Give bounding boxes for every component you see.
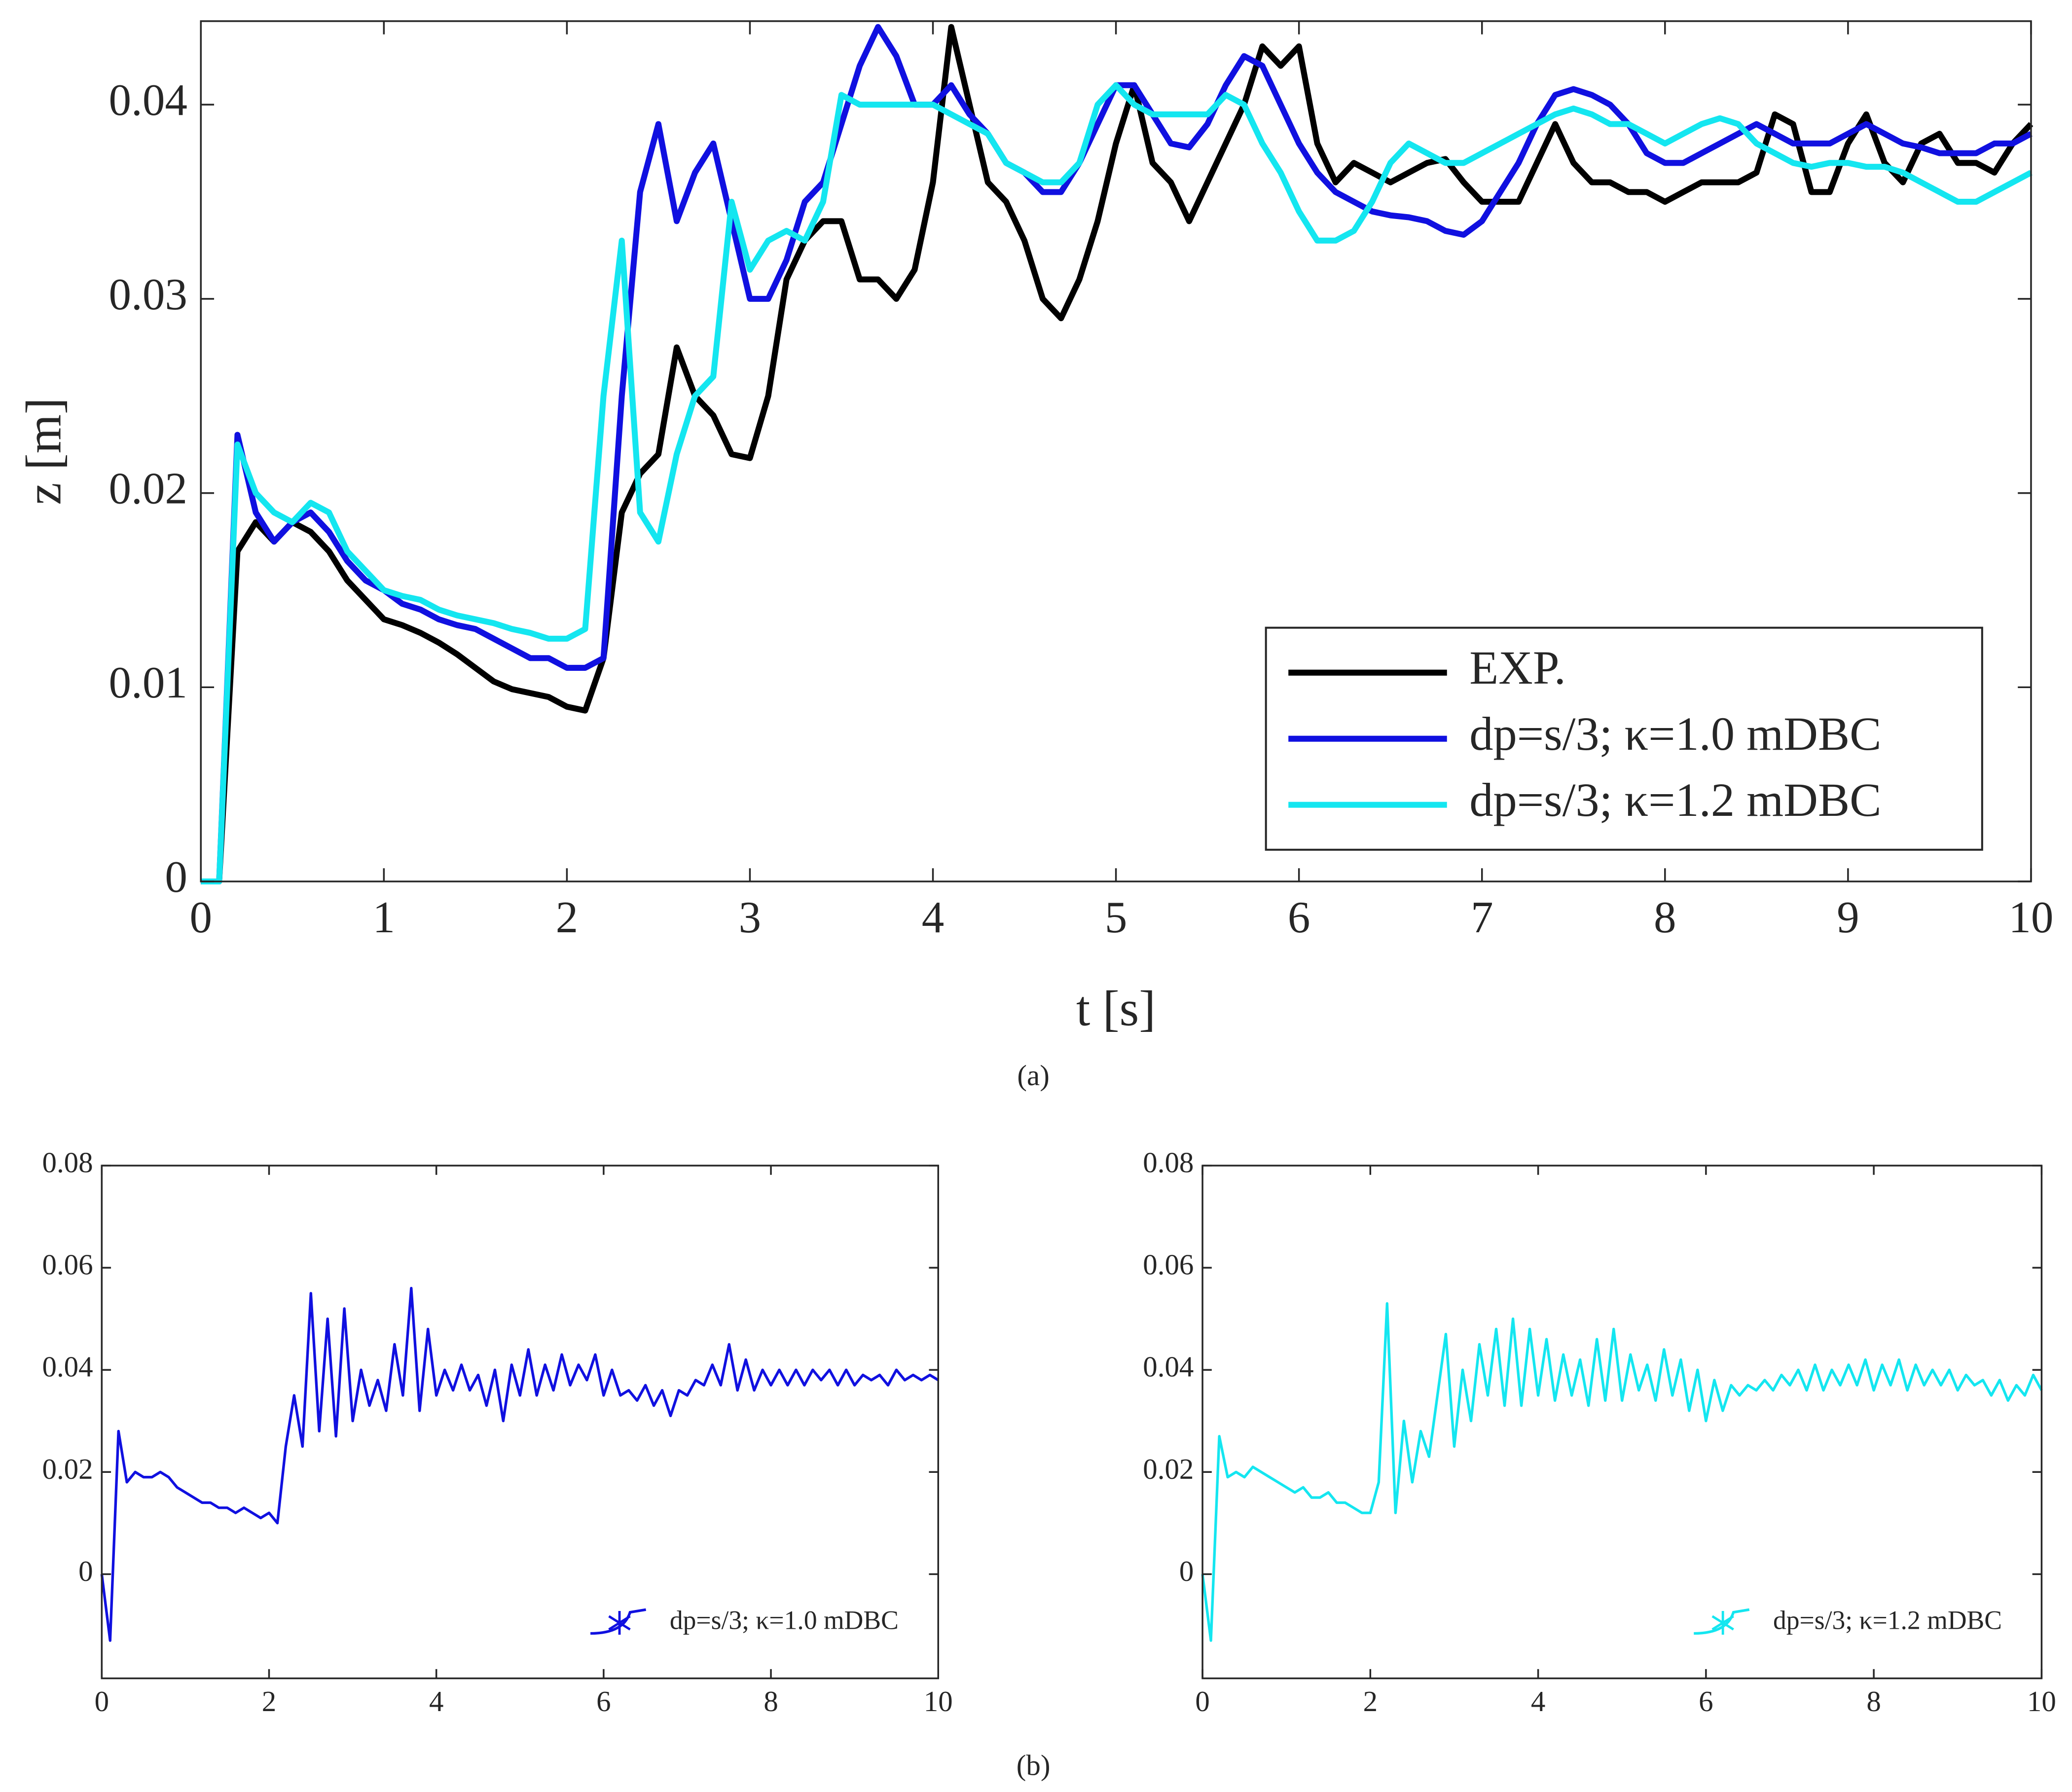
y-tick-label: 0.03: [109, 269, 187, 319]
x-tick-label: 10: [924, 1685, 953, 1718]
legend-label: dp=s/3; κ=1.2 mDBC: [1469, 773, 1881, 826]
plot-frame: [1201, 1165, 2043, 1680]
y-axis-label: z [m]: [16, 398, 72, 505]
x-tick-label: 4: [429, 1685, 443, 1718]
x-tick-label: 8: [1866, 1685, 1881, 1718]
x-tick-label: 0: [1195, 1685, 1209, 1718]
x-tick-label: 6: [1288, 892, 1310, 942]
legend-marker: [608, 1610, 631, 1635]
x-tick-label: 4: [922, 892, 945, 942]
y-tick-label: 0.06: [1143, 1248, 1194, 1281]
x-tick-label: 0: [189, 892, 212, 942]
y-tick-label: 0.08: [42, 1146, 93, 1179]
x-tick-label: 2: [556, 892, 579, 942]
series-line: [100, 1286, 939, 1642]
legend-label: dp=s/3; κ=1.2 mDBC: [1773, 1605, 2002, 1635]
series-line: [1201, 1302, 2043, 1642]
x-tick-label: 3: [739, 892, 762, 942]
y-tick-label: 0.01: [109, 658, 187, 707]
x-tick-label: 6: [1699, 1685, 1713, 1718]
plot-frame: [101, 1165, 939, 1680]
y-tick-label: 0: [78, 1555, 93, 1587]
x-tick-label: 2: [1363, 1685, 1378, 1718]
x-tick-label: 1: [373, 892, 396, 942]
y-tick-label: 0: [165, 852, 187, 902]
x-tick-label: 9: [1837, 892, 1859, 942]
y-tick-label: 0.04: [109, 75, 187, 125]
y-tick-label: 0: [1179, 1555, 1194, 1587]
legend-label: dp=s/3; κ=1.0 mDBC: [670, 1605, 899, 1635]
x-tick-label: 7: [1471, 892, 1493, 942]
caption: (b): [1017, 1749, 1051, 1781]
caption: (a): [1017, 1059, 1049, 1092]
y-tick-label: 0.02: [109, 464, 187, 513]
y-tick-label: 0.04: [42, 1351, 93, 1383]
x-tick-label: 2: [262, 1685, 276, 1718]
x-tick-label: 4: [1531, 1685, 1545, 1718]
x-tick-label: 8: [763, 1685, 778, 1718]
y-tick-label: 0.06: [42, 1248, 93, 1281]
x-tick-label: 6: [596, 1685, 611, 1718]
y-tick-label: 0.02: [1143, 1453, 1194, 1485]
legend-marker: [1711, 1610, 1734, 1635]
series-line: [201, 24, 2034, 885]
x-tick-label: 8: [1654, 892, 1676, 942]
y-tick-label: 0.02: [42, 1453, 93, 1485]
y-tick-label: 0.04: [1143, 1351, 1194, 1383]
legend-label: dp=s/3; κ=1.0 mDBC: [1469, 707, 1881, 760]
legend-label: EXP.: [1469, 641, 1566, 694]
x-tick-label: 10: [2008, 892, 2053, 942]
x-tick-label: 0: [95, 1685, 109, 1718]
x-tick-label: 10: [2027, 1685, 2056, 1718]
x-tick-label: 5: [1105, 892, 1127, 942]
y-tick-label: 0.08: [1143, 1146, 1194, 1179]
x-axis-label: t [s]: [1076, 981, 1156, 1036]
series-line: [201, 82, 2033, 885]
